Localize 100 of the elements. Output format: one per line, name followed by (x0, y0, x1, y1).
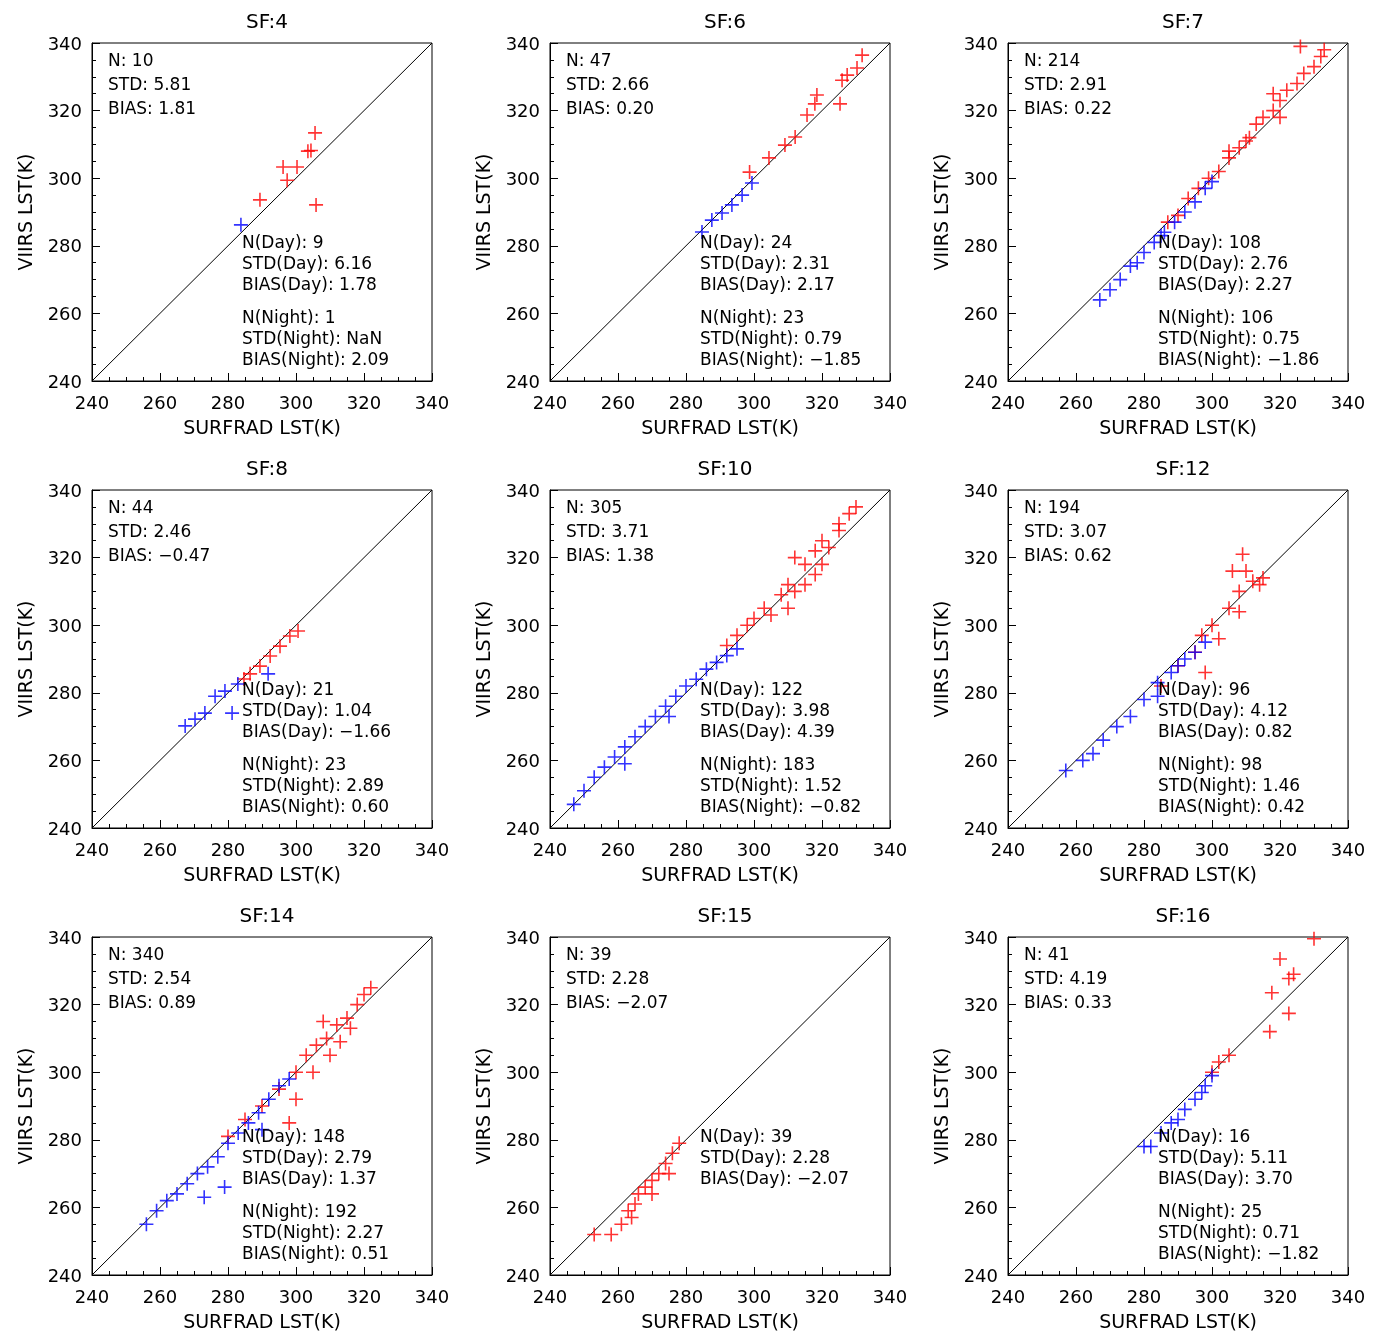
y-tick-label: 320 (505, 100, 540, 122)
x-tick-label: 320 (804, 391, 840, 413)
chart-title: SF:6 (703, 9, 747, 33)
annotation: STD: 5.81 (108, 73, 192, 94)
x-tick-label: 320 (346, 1285, 382, 1307)
y-tick-label: 240 (963, 817, 998, 839)
y-axis-title: VIIRS LST(K) (471, 600, 494, 718)
annotation: N: 44 (108, 496, 154, 517)
y-tick-label: 240 (505, 817, 540, 839)
x-tick-label: 320 (346, 391, 382, 413)
y-tick-label: 260 (963, 302, 998, 324)
y-tick-label: 260 (505, 749, 540, 771)
annotation: BIAS: 0.89 (108, 991, 197, 1012)
y-tick-label: 280 (47, 682, 82, 704)
annotation: BIAS: 1.38 (566, 544, 655, 565)
x-axis-title: SURFRAD LST(K) (1099, 862, 1257, 885)
x-tick-label: 340 (414, 391, 450, 413)
y-tick-label: 240 (505, 370, 540, 392)
x-tick-label: 260 (600, 838, 636, 860)
x-tick-label: 240 (532, 391, 568, 413)
y-axis-title: VIIRS LST(K) (471, 1047, 494, 1165)
x-tick-label: 320 (1262, 838, 1298, 860)
x-tick-label: 280 (1126, 838, 1162, 860)
annotation: STD: 2.91 (1024, 73, 1108, 94)
annotation: BIAS(Night): 0.60 (242, 795, 390, 816)
x-tick-label: 280 (1126, 391, 1162, 413)
annotation: BIAS(Night): −0.82 (700, 795, 862, 816)
y-tick-label: 280 (963, 1129, 998, 1151)
x-tick-label: 340 (1330, 838, 1366, 860)
annotation: BIAS(Night): −1.86 (1158, 348, 1320, 369)
annotation: BIAS: 0.33 (1024, 991, 1113, 1012)
y-tick-label: 260 (505, 302, 540, 324)
y-tick-label: 260 (47, 302, 82, 324)
annotation: N: 305 (566, 496, 623, 517)
y-tick-label: 280 (47, 235, 82, 257)
y-tick-label: 240 (47, 1264, 82, 1286)
annotation: STD: 2.28 (566, 967, 650, 988)
annotation: N(Night): 192 (242, 1200, 358, 1221)
x-tick-label: 340 (872, 391, 908, 413)
x-tick-label: 300 (278, 1285, 314, 1307)
annotation: STD: 2.46 (108, 520, 192, 541)
y-tick-label: 340 (963, 32, 998, 54)
annotation: N: 214 (1024, 49, 1081, 70)
annotation: BIAS(Night): 2.09 (242, 348, 390, 369)
annotation: N(Night): 1 (242, 306, 336, 327)
x-tick-label: 240 (532, 838, 568, 860)
annotation: BIAS(Day): 1.78 (242, 273, 377, 294)
x-tick-label: 280 (210, 838, 246, 860)
x-tick-label: 240 (74, 391, 110, 413)
annotation: STD: 2.54 (108, 967, 192, 988)
annotation: BIAS(Day): 3.70 (1158, 1167, 1293, 1188)
y-tick-label: 320 (963, 100, 998, 122)
y-tick-label: 320 (47, 994, 82, 1016)
x-tick-label: 240 (990, 1285, 1026, 1307)
y-tick-label: 240 (505, 1264, 540, 1286)
x-tick-label: 320 (1262, 391, 1298, 413)
x-tick-label: 260 (600, 1285, 636, 1307)
annotation: BIAS(Night): 0.42 (1158, 795, 1306, 816)
y-tick-label: 280 (963, 682, 998, 704)
chart-title: SF:12 (1155, 456, 1211, 480)
y-tick-label: 280 (505, 235, 540, 257)
annotation: STD: 3.71 (566, 520, 650, 541)
x-tick-label: 300 (736, 391, 772, 413)
annotation: N(Night): 23 (700, 306, 805, 327)
y-axis-title: VIIRS LST(K) (929, 600, 952, 718)
annotation: BIAS(Day): 2.17 (700, 273, 835, 294)
x-tick-label: 280 (210, 391, 246, 413)
x-tick-label: 320 (346, 838, 382, 860)
annotation: BIAS: −0.47 (108, 544, 211, 565)
x-tick-label: 240 (532, 1285, 568, 1307)
chart-title: SF:8 (245, 456, 289, 480)
chart-title: SF:14 (239, 903, 295, 927)
annotation: BIAS(Day): −1.66 (242, 720, 392, 741)
y-tick-label: 340 (505, 926, 540, 948)
y-tick-label: 280 (47, 1129, 82, 1151)
annotation: N(Night): 183 (700, 753, 816, 774)
x-tick-label: 340 (414, 1285, 450, 1307)
x-axis-title: SURFRAD LST(K) (641, 862, 799, 885)
annotation: N(Day): 24 (700, 231, 793, 252)
x-tick-label: 280 (668, 838, 704, 860)
annotation: BIAS(Night): 0.51 (242, 1242, 390, 1263)
annotation: N(Day): 16 (1158, 1125, 1251, 1146)
y-tick-label: 340 (47, 32, 82, 54)
annotation: STD: 3.07 (1024, 520, 1108, 541)
y-tick-label: 300 (505, 1061, 540, 1083)
annotation: N: 194 (1024, 496, 1081, 517)
annotation: N(Night): 98 (1158, 753, 1263, 774)
annotation: STD(Night): 2.27 (242, 1221, 385, 1242)
y-tick-label: 300 (505, 167, 540, 189)
x-tick-label: 260 (142, 391, 178, 413)
y-tick-label: 320 (963, 547, 998, 569)
x-tick-label: 240 (990, 838, 1026, 860)
x-tick-label: 320 (804, 1285, 840, 1307)
x-axis-title: SURFRAD LST(K) (183, 862, 341, 885)
y-tick-label: 320 (505, 994, 540, 1016)
annotation: N(Night): 25 (1158, 1200, 1263, 1221)
y-axis-title: VIIRS LST(K) (13, 1047, 36, 1165)
y-tick-label: 340 (47, 479, 82, 501)
x-tick-label: 340 (1330, 1285, 1366, 1307)
y-axis-title: VIIRS LST(K) (13, 600, 36, 718)
